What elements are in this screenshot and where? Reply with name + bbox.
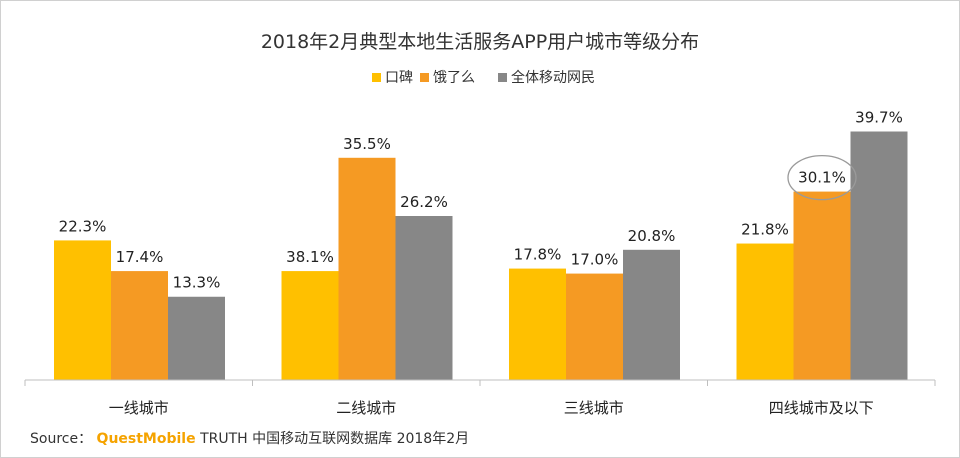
data-label-0-2: 17.8%	[514, 246, 562, 264]
bar-1-0	[111, 271, 168, 380]
data-label-1-0: 17.4%	[116, 248, 164, 266]
legend-label-2: 全体移动网民	[511, 69, 595, 86]
data-label-0-0: 22.3%	[59, 217, 107, 235]
data-label-2-1: 26.2%	[400, 193, 448, 211]
bar-1-3	[793, 191, 851, 380]
source-brand: QuestMobile	[96, 431, 196, 447]
data-label-0-1: 38.1%	[286, 248, 334, 266]
bar-2-2	[623, 249, 680, 380]
bar-1-1	[338, 157, 396, 380]
data-label-2-3: 39.7%	[855, 109, 903, 127]
data-labels: 22.3% 38.1% 17.8% 21.8% 17.4% 35.5% 17.0% 30.1%…	[59, 109, 903, 292]
data-label-1-3: 30.1%	[798, 169, 846, 187]
data-label-0-3: 21.8%	[741, 221, 789, 239]
bar-2-0	[168, 296, 225, 380]
source-prefix: Source：	[30, 431, 93, 447]
bar-0-2	[509, 268, 566, 380]
legend-swatch-0	[372, 73, 381, 82]
legend-label-1: 饿了么	[433, 70, 475, 86]
bar-2-3	[850, 131, 908, 380]
highlight-circle	[787, 154, 857, 201]
legend-swatch-2	[498, 73, 507, 82]
legend-label-0: 口碑	[385, 70, 413, 86]
chart-title: 2018年2月典型本地生活服务APP用户城市等级分布	[261, 31, 699, 53]
data-label-2-0: 13.3%	[173, 274, 221, 292]
x-tick-label-3: 四线城市及以下	[769, 399, 874, 417]
legend: 口碑 饿了么 全体移动网民	[372, 69, 595, 86]
x-tick-label-1: 二线城市	[336, 399, 396, 417]
bars	[54, 131, 908, 380]
bar-1-2	[566, 273, 623, 380]
bar-0-1	[281, 271, 339, 380]
data-label-2-2: 20.8%	[628, 227, 676, 245]
x-axis: 一线城市 二线城市 三线城市 四线城市及以下	[24, 379, 936, 417]
legend-swatch-1	[420, 73, 429, 82]
x-tick-label-0: 一线城市	[109, 399, 169, 417]
bar-0-3	[736, 243, 794, 380]
source-note: Source： QuestMobile TRUTH 中国移动互联网数据库 201…	[30, 428, 469, 448]
source-text: TRUTH 中国移动互联网数据库 2018年2月	[200, 431, 470, 447]
data-label-1-2: 17.0%	[571, 251, 619, 269]
bar-0-0	[54, 240, 111, 380]
bar-2-1	[395, 216, 453, 380]
data-label-1-1: 35.5%	[343, 135, 391, 153]
x-tick-label-2: 三线城市	[564, 399, 624, 417]
